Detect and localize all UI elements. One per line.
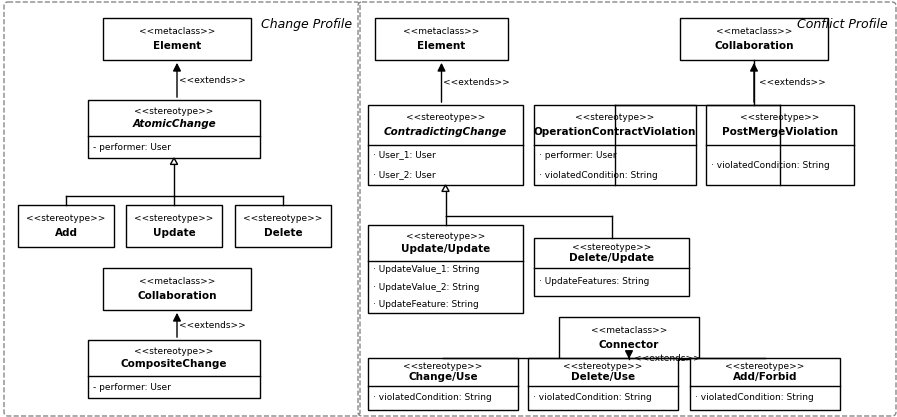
Text: Change/Use: Change/Use bbox=[408, 372, 478, 382]
Text: · User_1: User: · User_1: User bbox=[373, 151, 436, 159]
Bar bbox=[103, 268, 251, 310]
Text: · violatedCondition: String: · violatedCondition: String bbox=[695, 394, 814, 402]
Text: · User_2: User: · User_2: User bbox=[373, 171, 436, 179]
Bar bbox=[690, 358, 840, 410]
Text: Delete/Update: Delete/Update bbox=[569, 254, 654, 264]
Text: <<stereotype>>: <<stereotype>> bbox=[243, 214, 323, 224]
Text: · violatedCondition: String: · violatedCondition: String bbox=[711, 161, 830, 169]
Text: · UpdateValue_2: String: · UpdateValue_2: String bbox=[373, 282, 480, 291]
Text: <<stereotype>>: <<stereotype>> bbox=[571, 243, 651, 252]
Text: Conflict Profile: Conflict Profile bbox=[797, 18, 888, 31]
Text: · UpdateFeatures: String: · UpdateFeatures: String bbox=[539, 277, 649, 286]
Text: PostMergeViolation: PostMergeViolation bbox=[722, 127, 838, 137]
Text: <<stereotype>>: <<stereotype>> bbox=[135, 214, 213, 224]
Text: <<metaclass>>: <<metaclass>> bbox=[591, 327, 667, 335]
Text: Connector: Connector bbox=[599, 340, 659, 350]
Text: Add/Forbid: Add/Forbid bbox=[733, 372, 797, 382]
Bar bbox=[559, 317, 699, 359]
Text: Update: Update bbox=[152, 228, 196, 238]
Bar bbox=[375, 18, 508, 60]
Bar bbox=[368, 225, 523, 313]
Polygon shape bbox=[442, 185, 449, 191]
Bar bbox=[18, 205, 114, 247]
Text: <<metaclass>>: <<metaclass>> bbox=[139, 28, 215, 36]
Text: Change Profile: Change Profile bbox=[261, 18, 352, 31]
Text: - performer: User: - performer: User bbox=[93, 382, 170, 392]
Text: · UpdateFeature: String: · UpdateFeature: String bbox=[373, 300, 479, 309]
Text: OperationContractViolation: OperationContractViolation bbox=[534, 127, 696, 137]
Text: Collaboration: Collaboration bbox=[714, 41, 794, 51]
Text: Collaboration: Collaboration bbox=[137, 291, 217, 301]
Text: <<stereotype>>: <<stereotype>> bbox=[405, 232, 485, 241]
Text: <<metaclass>>: <<metaclass>> bbox=[716, 28, 792, 36]
Text: <<stereotype>>: <<stereotype>> bbox=[405, 113, 485, 122]
Text: <<stereotype>>: <<stereotype>> bbox=[135, 347, 213, 356]
Text: <<stereotype>>: <<stereotype>> bbox=[726, 362, 805, 372]
Text: <<stereotype>>: <<stereotype>> bbox=[575, 113, 655, 122]
Text: <<stereotype>>: <<stereotype>> bbox=[26, 214, 106, 224]
Text: · UpdateValue_1: String: · UpdateValue_1: String bbox=[373, 265, 480, 274]
Text: · violatedCondition: String: · violatedCondition: String bbox=[373, 394, 492, 402]
Bar bbox=[235, 205, 331, 247]
Text: Update/Update: Update/Update bbox=[401, 244, 490, 254]
Text: <<stereotype>>: <<stereotype>> bbox=[563, 362, 642, 372]
Text: Add: Add bbox=[55, 228, 77, 238]
Bar bbox=[103, 18, 251, 60]
Text: Delete/Use: Delete/Use bbox=[570, 372, 635, 382]
Bar bbox=[368, 358, 518, 410]
Text: <<stereotype>>: <<stereotype>> bbox=[135, 107, 213, 116]
Bar bbox=[126, 205, 222, 247]
Bar bbox=[368, 105, 523, 185]
Text: ContradictingChange: ContradictingChange bbox=[384, 127, 507, 137]
Text: CompositeChange: CompositeChange bbox=[121, 359, 227, 369]
Text: <<metaclass>>: <<metaclass>> bbox=[404, 28, 480, 36]
Text: · violatedCondition: String: · violatedCondition: String bbox=[539, 171, 658, 179]
Text: <<metaclass>>: <<metaclass>> bbox=[139, 277, 215, 286]
Bar bbox=[88, 340, 260, 398]
Text: <<stereotype>>: <<stereotype>> bbox=[740, 113, 820, 122]
Bar bbox=[528, 358, 678, 410]
Text: <<extends>>: <<extends>> bbox=[179, 75, 246, 85]
Bar bbox=[534, 105, 696, 185]
Text: <<stereotype>>: <<stereotype>> bbox=[404, 362, 483, 372]
Polygon shape bbox=[170, 158, 178, 164]
Text: <<extends>>: <<extends>> bbox=[443, 78, 509, 87]
Bar bbox=[680, 18, 828, 60]
Text: Delete: Delete bbox=[264, 228, 302, 238]
Text: <<extends>>: <<extends>> bbox=[633, 354, 701, 363]
Text: - performer: User: - performer: User bbox=[93, 143, 170, 151]
Text: <<extends>>: <<extends>> bbox=[179, 321, 246, 329]
Text: · violatedCondition: String: · violatedCondition: String bbox=[533, 394, 652, 402]
Bar bbox=[706, 105, 854, 185]
Bar bbox=[534, 238, 689, 296]
Text: Element: Element bbox=[417, 41, 466, 51]
Bar bbox=[88, 100, 260, 158]
Text: Element: Element bbox=[152, 41, 201, 51]
Text: AtomicChange: AtomicChange bbox=[132, 120, 216, 130]
Text: <<extends>>: <<extends>> bbox=[759, 78, 825, 87]
Text: · performer: User: · performer: User bbox=[539, 151, 616, 159]
